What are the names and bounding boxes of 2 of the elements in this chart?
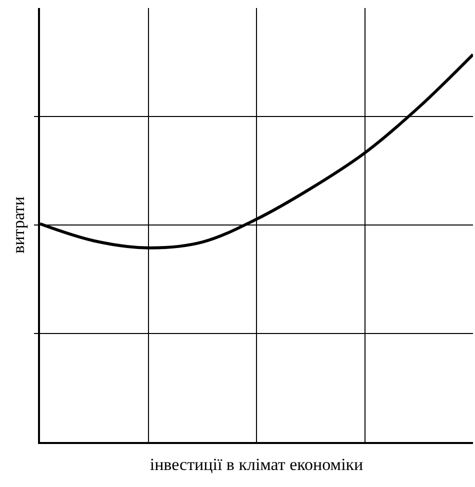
y-axis-title: витрати <box>9 196 28 254</box>
x-axis-title: інвестиції в клімат економіки <box>150 454 364 474</box>
